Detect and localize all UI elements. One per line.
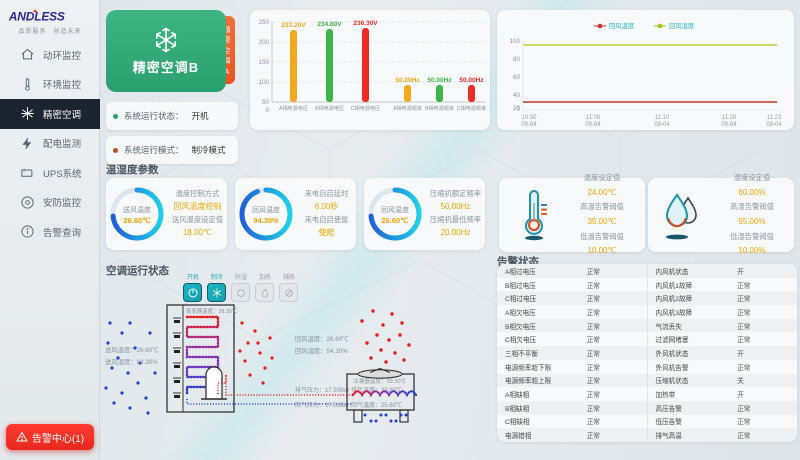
svg-text:冷凝器温度：29.30℃: 冷凝器温度：29.30℃ [353, 377, 407, 385]
svg-text:0: 0 [265, 107, 269, 114]
svg-text:11:00: 11:00 [586, 115, 601, 121]
svg-text:回风温度: 回风温度 [609, 21, 635, 30]
svg-text:送风湿度：94.30%: 送风湿度：94.30% [105, 357, 158, 366]
svg-text:50: 50 [262, 99, 270, 106]
svg-text:回风温度: 回风温度 [381, 205, 409, 214]
svg-text:100: 100 [258, 79, 269, 86]
svg-text:11:20: 11:20 [722, 115, 737, 121]
svg-text:236.30V: 236.30V [353, 20, 378, 27]
svg-text:234.80V: 234.80V [317, 21, 342, 28]
svg-text:94.30%: 94.30% [253, 216, 279, 225]
svg-text:B相电源电压: B相电源电压 [315, 105, 344, 112]
svg-text:蒸发器温度：28.30℃: 蒸发器温度：28.30℃ [186, 307, 238, 315]
svg-text:送风温度: 送风温度 [123, 205, 151, 214]
svg-text:60: 60 [513, 74, 521, 81]
svg-text:09-04: 09-04 [585, 122, 601, 128]
svg-text:233.20V: 233.20V [281, 22, 306, 29]
svg-text:B相电源频率: B相电源频率 [425, 105, 454, 112]
svg-text:250: 250 [258, 19, 269, 26]
svg-text:C相电源电压: C相电源电压 [351, 105, 380, 112]
svg-text:10:50: 10:50 [521, 115, 537, 121]
svg-text:回风温度: 回风温度 [252, 205, 280, 214]
svg-text:送风温度：26.60℃: 送风温度：26.60℃ [105, 345, 159, 354]
svg-text:11:23: 11:23 [767, 115, 782, 121]
svg-text:回风湿度: 回风湿度 [669, 21, 695, 30]
svg-text:A相电源频率: A相电源频率 [393, 105, 422, 112]
svg-text:C相电源频率: C相电源频率 [457, 105, 486, 112]
svg-text:40: 40 [513, 92, 521, 99]
svg-text:50.00Hz: 50.00Hz [459, 77, 484, 84]
svg-text:50.00Hz: 50.00Hz [427, 77, 452, 84]
svg-text:80: 80 [513, 56, 521, 63]
svg-text:26.60℃: 26.60℃ [123, 216, 151, 225]
svg-text:26.60℃: 26.60℃ [381, 216, 409, 225]
svg-text:50.00Hz: 50.00Hz [395, 77, 420, 84]
svg-text:09-04: 09-04 [521, 122, 537, 128]
svg-text:A相电源电压: A相电源电压 [279, 105, 308, 112]
svg-text:回气压力：17.00Bar 回气温度：25.60℃: 回气压力：17.00Bar 回气温度：25.60℃ [295, 401, 402, 409]
svg-text:09-04: 09-04 [654, 122, 670, 128]
svg-text:09-04: 09-04 [766, 122, 782, 128]
svg-text:200: 200 [258, 39, 269, 46]
svg-text:回风温度：26.60℃: 回风温度：26.60℃ [295, 334, 349, 343]
svg-text:100: 100 [509, 38, 520, 45]
svg-text:11:10: 11:10 [655, 115, 670, 121]
svg-text:0: 0 [516, 106, 520, 113]
svg-text:150: 150 [258, 59, 269, 66]
svg-text:09-04: 09-04 [721, 122, 737, 128]
svg-text:回风湿度：54.30%: 回风湿度：54.30% [295, 346, 348, 355]
